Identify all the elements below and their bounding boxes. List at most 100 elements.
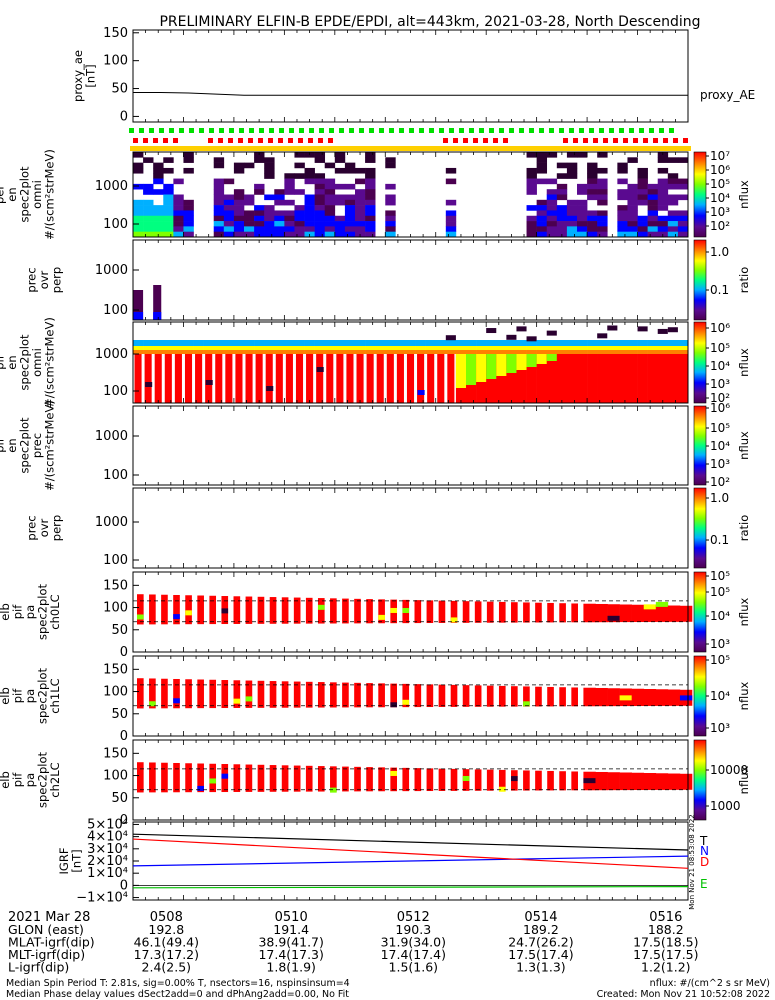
y-axis-label: pif xyxy=(11,772,25,787)
spectrogram-cell xyxy=(677,157,689,163)
pa-bin xyxy=(390,767,398,792)
y-axis-label: #/(scm²strMeV) xyxy=(42,317,56,408)
y-axis-label: omni xyxy=(30,348,44,377)
spectrogram-cell xyxy=(657,167,669,174)
flag-red xyxy=(143,138,148,143)
spectrogram-cell xyxy=(445,167,457,174)
spectrogram-cell xyxy=(143,210,154,217)
spectrogram-cell xyxy=(657,350,669,354)
spectrogram-cell xyxy=(455,340,467,346)
spectrogram-cell xyxy=(143,189,154,195)
spectrogram-cell xyxy=(254,215,265,222)
colorbar xyxy=(693,239,707,321)
spectrogram-cell xyxy=(153,226,164,232)
pa-bin xyxy=(679,695,693,701)
spectrogram-cell xyxy=(133,199,144,206)
pa-bin xyxy=(390,770,398,776)
spectrogram-cell xyxy=(657,199,669,206)
spectrogram-cell xyxy=(223,205,235,211)
flag-red xyxy=(308,138,313,143)
spectrogram-cell xyxy=(566,173,578,179)
spectrogram-cell xyxy=(657,178,669,185)
spectrogram-cell xyxy=(617,231,628,238)
spectrogram-cell xyxy=(427,354,435,403)
spectrogram-cell xyxy=(183,210,194,217)
y-axis-label: spec2plot xyxy=(17,166,31,223)
pa-bin xyxy=(655,773,669,790)
spectrogram-elb-pif xyxy=(133,325,689,403)
flag-green xyxy=(589,128,594,133)
pa-bin xyxy=(185,610,192,616)
spectrogram-cell xyxy=(556,183,568,190)
spectrogram-cell xyxy=(536,231,548,238)
spectrogram-cell xyxy=(647,221,659,227)
spectrogram-cell xyxy=(627,346,638,350)
y-tick-label: 1000 xyxy=(95,429,128,444)
colorbar-tick-label: 10⁵ xyxy=(710,585,730,599)
spectrogram-cell xyxy=(264,194,275,201)
colorbar-label: nflux xyxy=(737,597,751,626)
spectrogram-cell xyxy=(324,162,336,169)
flag-red xyxy=(248,138,253,143)
flag-green xyxy=(469,128,474,133)
spectrogram-cell xyxy=(133,346,144,350)
spectrogram-cell xyxy=(153,167,164,174)
spectrogram-cell xyxy=(294,346,305,350)
spectrogram-cell xyxy=(294,173,305,179)
spectrogram-cell xyxy=(526,336,537,342)
spectrogram-cell xyxy=(556,189,568,195)
pa-bin xyxy=(330,598,337,624)
y-axis-label: pif xyxy=(11,604,25,619)
spectrogram-cell xyxy=(284,183,295,190)
colorbar-tick-label: 10³ xyxy=(710,637,730,651)
flag-red xyxy=(328,138,333,143)
flag-green xyxy=(259,128,264,133)
spectrogram-cell xyxy=(365,226,376,232)
spectrogram-cell xyxy=(314,205,326,211)
pa-bin xyxy=(221,680,229,709)
spectrogram-cell xyxy=(365,152,376,158)
y-axis-label: ovr xyxy=(37,270,51,289)
spectrogram-cell xyxy=(546,152,558,158)
spectrogram-cell xyxy=(233,340,245,346)
igrf-line-E xyxy=(132,885,689,889)
spectrogram-cell xyxy=(164,354,172,403)
pa-bin xyxy=(631,604,645,623)
y-tick-label: 150 xyxy=(103,662,128,677)
spectrogram-cell xyxy=(233,221,245,227)
spectrogram-cell xyxy=(597,333,608,339)
colorbar-tick-label: 0.1 xyxy=(710,283,729,297)
spectrogram-cell xyxy=(395,346,406,350)
time-tick-label: 0510 xyxy=(275,910,308,925)
pa-bin xyxy=(245,764,253,792)
pa-bin xyxy=(523,686,530,707)
spectrogram-cell xyxy=(627,189,638,195)
flag-red xyxy=(643,138,648,143)
spectrogram-cell xyxy=(294,215,305,222)
spectrogram-cell xyxy=(657,346,669,350)
spectrogram-cell xyxy=(284,221,295,227)
igrf-line-T xyxy=(132,833,689,851)
pa-bin xyxy=(245,680,253,708)
spectrogram-cell xyxy=(233,350,245,354)
spectrogram-cell xyxy=(415,350,426,354)
spectrogram-cell xyxy=(133,226,144,232)
flag-red xyxy=(258,138,263,143)
pa-bin xyxy=(607,688,620,707)
spectrogram-cell xyxy=(254,205,265,211)
spectrogram-cell xyxy=(223,226,235,232)
colorbar-tick-label: 10⁴ xyxy=(710,609,730,623)
spectrogram-cell xyxy=(375,350,386,354)
flag-red xyxy=(663,138,668,143)
spectrogram-cell xyxy=(163,350,174,354)
spectrogram-cell xyxy=(536,340,548,346)
legend-proxy-ae: proxy_AE xyxy=(700,88,755,102)
flag-green xyxy=(289,128,294,133)
spectrogram-cell xyxy=(647,215,659,222)
spectrogram-cell xyxy=(336,354,344,403)
spectrogram-cell xyxy=(677,194,689,201)
pa-bin xyxy=(631,772,645,791)
spectrogram-cell xyxy=(225,354,233,403)
footer-created: Created: Mon Nov 21 10:52:08 2022 xyxy=(597,989,770,1000)
spectrogram-cell xyxy=(677,221,689,227)
